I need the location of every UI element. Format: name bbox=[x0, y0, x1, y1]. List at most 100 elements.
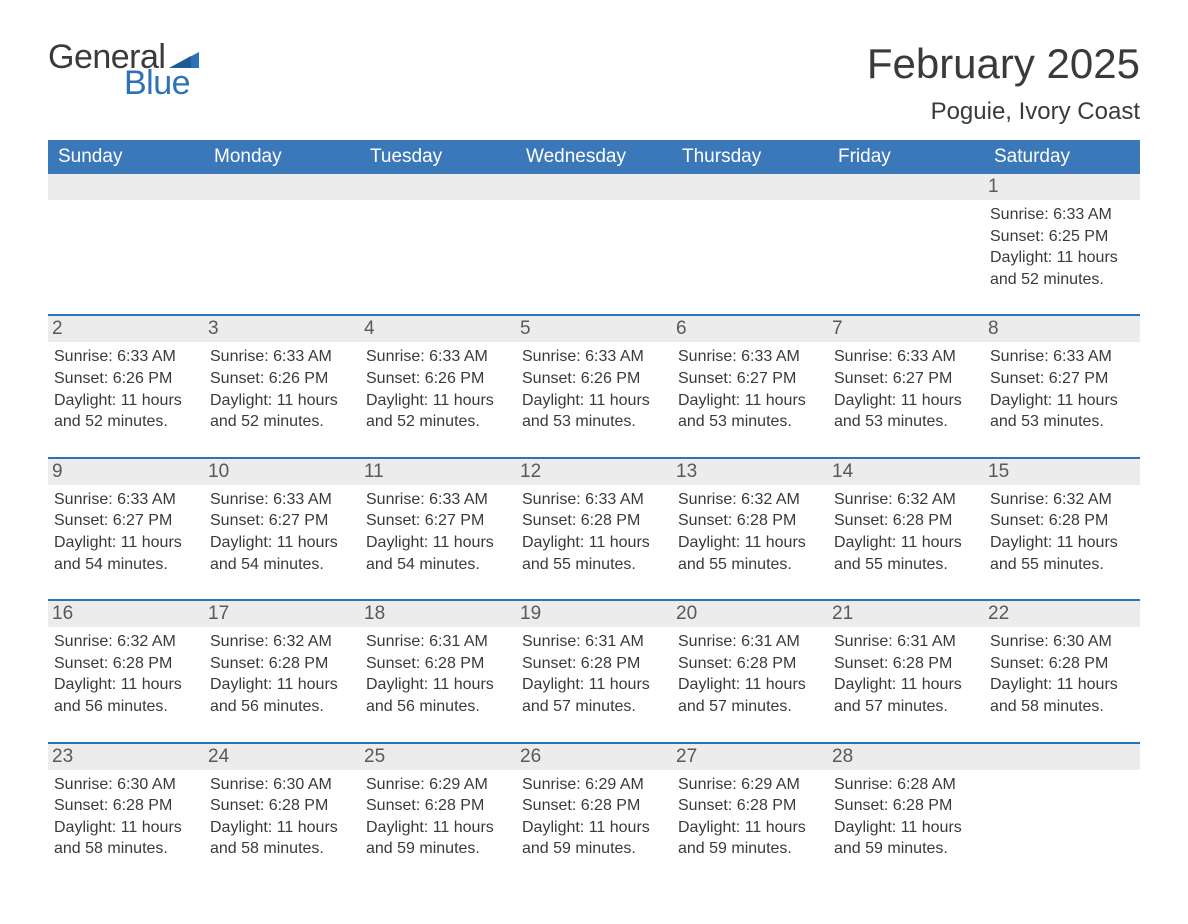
day-number: 26 bbox=[516, 744, 672, 770]
day-number bbox=[516, 174, 672, 200]
calendar-week: 16Sunrise: 6:32 AMSunset: 6:28 PMDayligh… bbox=[48, 599, 1140, 741]
calendar-day: 15 Sunrise: 6:32 AMSunset: 6:28 PMDayligh… bbox=[984, 459, 1140, 599]
day-number: 15 bbox=[984, 459, 1140, 485]
day-details: Sunrise: 6:30 AMSunset: 6:28 PMDaylight:… bbox=[52, 774, 194, 860]
day-number: 13 bbox=[672, 459, 828, 485]
day-of-week-cell: Friday bbox=[828, 140, 984, 174]
calendar-day: 27 Sunrise: 6:29 AMSunset: 6:28 PMDayligh… bbox=[672, 744, 828, 884]
calendar-day bbox=[672, 174, 828, 314]
calendar-day bbox=[204, 174, 360, 314]
day-number: 5 bbox=[516, 316, 672, 342]
calendar-week: 9Sunrise: 6:33 AMSunset: 6:27 PMDaylight… bbox=[48, 457, 1140, 599]
day-number: 27 bbox=[672, 744, 828, 770]
day-number: 12 bbox=[516, 459, 672, 485]
day-of-week-header: SundayMondayTuesdayWednesdayThursdayFrid… bbox=[48, 140, 1140, 174]
day-number: 6 bbox=[672, 316, 828, 342]
day-details: Sunrise: 6:33 AMSunset: 6:27 PMDaylight:… bbox=[832, 346, 974, 432]
day-number: 8 bbox=[984, 316, 1140, 342]
day-of-week-cell: Tuesday bbox=[360, 140, 516, 174]
day-number: 21 bbox=[828, 601, 984, 627]
calendar-week: 2Sunrise: 6:33 AMSunset: 6:26 PMDaylight… bbox=[48, 314, 1140, 456]
day-details: Sunrise: 6:33 AMSunset: 6:26 PMDaylight:… bbox=[364, 346, 506, 432]
calendar-day: 4 Sunrise: 6:33 AMSunset: 6:26 PMDaylight… bbox=[360, 316, 516, 456]
day-number: 25 bbox=[360, 744, 516, 770]
day-details: Sunrise: 6:31 AMSunset: 6:28 PMDaylight:… bbox=[832, 631, 974, 717]
day-details: Sunrise: 6:29 AMSunset: 6:28 PMDaylight:… bbox=[520, 774, 662, 860]
day-of-week-cell: Wednesday bbox=[516, 140, 672, 174]
day-details: Sunrise: 6:32 AMSunset: 6:28 PMDaylight:… bbox=[832, 489, 974, 575]
day-details: Sunrise: 6:33 AMSunset: 6:26 PMDaylight:… bbox=[520, 346, 662, 432]
day-details: Sunrise: 6:32 AMSunset: 6:28 PMDaylight:… bbox=[676, 489, 818, 575]
calendar-day bbox=[828, 174, 984, 314]
day-details: Sunrise: 6:30 AMSunset: 6:28 PMDaylight:… bbox=[988, 631, 1130, 717]
calendar-day: 7 Sunrise: 6:33 AMSunset: 6:27 PMDaylight… bbox=[828, 316, 984, 456]
day-number: 1 bbox=[984, 174, 1140, 200]
calendar-day: 1 Sunrise: 6:33 AMSunset: 6:25 PMDaylight… bbox=[984, 174, 1140, 314]
day-details: Sunrise: 6:33 AMSunset: 6:27 PMDaylight:… bbox=[52, 489, 194, 575]
location-label: Poguie, Ivory Coast bbox=[867, 98, 1140, 126]
calendar-day: 22 Sunrise: 6:30 AMSunset: 6:28 PMDayligh… bbox=[984, 601, 1140, 741]
calendar-day: 12Sunrise: 6:33 AMSunset: 6:28 PMDayligh… bbox=[516, 459, 672, 599]
logo: General Blue bbox=[48, 40, 199, 100]
day-details: Sunrise: 6:32 AMSunset: 6:28 PMDaylight:… bbox=[988, 489, 1130, 575]
day-number: 4 bbox=[360, 316, 516, 342]
calendar-day: 6 Sunrise: 6:33 AMSunset: 6:27 PMDaylight… bbox=[672, 316, 828, 456]
day-details: Sunrise: 6:33 AMSunset: 6:27 PMDaylight:… bbox=[208, 489, 350, 575]
day-number: 10 bbox=[204, 459, 360, 485]
calendar-day: 23 Sunrise: 6:30 AMSunset: 6:28 PMDayligh… bbox=[48, 744, 204, 884]
calendar-day: 13 Sunrise: 6:32 AMSunset: 6:28 PMDayligh… bbox=[672, 459, 828, 599]
calendar-day: 9Sunrise: 6:33 AMSunset: 6:27 PMDaylight… bbox=[48, 459, 204, 599]
day-details: Sunrise: 6:29 AMSunset: 6:28 PMDaylight:… bbox=[676, 774, 818, 860]
calendar-day: 16Sunrise: 6:32 AMSunset: 6:28 PMDayligh… bbox=[48, 601, 204, 741]
calendar-day bbox=[48, 174, 204, 314]
calendar-day: 19 Sunrise: 6:31 AMSunset: 6:28 PMDayligh… bbox=[516, 601, 672, 741]
day-details: Sunrise: 6:33 AMSunset: 6:27 PMDaylight:… bbox=[988, 346, 1130, 432]
day-number bbox=[984, 744, 1140, 770]
calendar-day: 18 Sunrise: 6:31 AMSunset: 6:28 PMDayligh… bbox=[360, 601, 516, 741]
day-number bbox=[48, 174, 204, 200]
day-details: Sunrise: 6:33 AMSunset: 6:26 PMDaylight:… bbox=[52, 346, 194, 432]
day-details: Sunrise: 6:31 AMSunset: 6:28 PMDaylight:… bbox=[520, 631, 662, 717]
day-number: 24 bbox=[204, 744, 360, 770]
calendar-day: 2Sunrise: 6:33 AMSunset: 6:26 PMDaylight… bbox=[48, 316, 204, 456]
page-title: February 2025 bbox=[867, 40, 1140, 88]
calendar-day: 3 Sunrise: 6:33 AMSunset: 6:26 PMDaylight… bbox=[204, 316, 360, 456]
calendar-day: 21 Sunrise: 6:31 AMSunset: 6:28 PMDayligh… bbox=[828, 601, 984, 741]
day-number: 11 bbox=[360, 459, 516, 485]
day-number: 18 bbox=[360, 601, 516, 627]
day-details: Sunrise: 6:33 AMSunset: 6:27 PMDaylight:… bbox=[676, 346, 818, 432]
day-details: Sunrise: 6:31 AMSunset: 6:28 PMDaylight:… bbox=[364, 631, 506, 717]
day-details: Sunrise: 6:33 AMSunset: 6:27 PMDaylight:… bbox=[364, 489, 506, 575]
calendar-day: 8 Sunrise: 6:33 AMSunset: 6:27 PMDaylight… bbox=[984, 316, 1140, 456]
day-of-week-cell: Monday bbox=[204, 140, 360, 174]
day-number: 23 bbox=[48, 744, 204, 770]
day-number: 17 bbox=[204, 601, 360, 627]
calendar-week: 23 Sunrise: 6:30 AMSunset: 6:28 PMDayligh… bbox=[48, 742, 1140, 884]
day-number: 22 bbox=[984, 601, 1140, 627]
calendar-day: 10 Sunrise: 6:33 AMSunset: 6:27 PMDayligh… bbox=[204, 459, 360, 599]
calendar-day: 5 Sunrise: 6:33 AMSunset: 6:26 PMDaylight… bbox=[516, 316, 672, 456]
day-number bbox=[828, 174, 984, 200]
day-number: 16 bbox=[48, 601, 204, 627]
day-details: Sunrise: 6:32 AMSunset: 6:28 PMDaylight:… bbox=[208, 631, 350, 717]
day-details: Sunrise: 6:33 AMSunset: 6:25 PMDaylight:… bbox=[988, 204, 1130, 290]
title-block: February 2025 Poguie, Ivory Coast bbox=[867, 40, 1140, 126]
calendar-day: 17 Sunrise: 6:32 AMSunset: 6:28 PMDayligh… bbox=[204, 601, 360, 741]
calendar-day: 11 Sunrise: 6:33 AMSunset: 6:27 PMDayligh… bbox=[360, 459, 516, 599]
day-number bbox=[672, 174, 828, 200]
calendar-week: 1 Sunrise: 6:33 AMSunset: 6:25 PMDaylight… bbox=[48, 174, 1140, 314]
day-details: Sunrise: 6:31 AMSunset: 6:28 PMDaylight:… bbox=[676, 631, 818, 717]
day-number: 7 bbox=[828, 316, 984, 342]
day-details: Sunrise: 6:33 AMSunset: 6:26 PMDaylight:… bbox=[208, 346, 350, 432]
day-of-week-cell: Sunday bbox=[48, 140, 204, 174]
calendar-day: 25Sunrise: 6:29 AMSunset: 6:28 PMDayligh… bbox=[360, 744, 516, 884]
day-number: 19 bbox=[516, 601, 672, 627]
calendar-day: 20Sunrise: 6:31 AMSunset: 6:28 PMDayligh… bbox=[672, 601, 828, 741]
calendar: SundayMondayTuesdayWednesdayThursdayFrid… bbox=[48, 140, 1140, 884]
day-number: 3 bbox=[204, 316, 360, 342]
calendar-day: 24Sunrise: 6:30 AMSunset: 6:28 PMDayligh… bbox=[204, 744, 360, 884]
day-of-week-cell: Thursday bbox=[672, 140, 828, 174]
calendar-day: 26 Sunrise: 6:29 AMSunset: 6:28 PMDayligh… bbox=[516, 744, 672, 884]
calendar-day bbox=[516, 174, 672, 314]
day-number bbox=[360, 174, 516, 200]
